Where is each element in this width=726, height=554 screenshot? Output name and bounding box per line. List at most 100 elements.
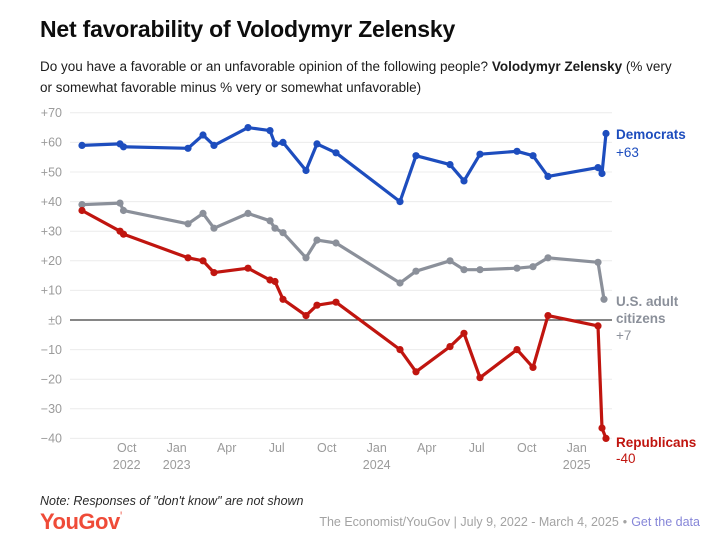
y-axis-tick-label: +40 xyxy=(41,195,62,209)
data-point-us-adult-citizens xyxy=(600,295,608,303)
data-point-us-adult-citizens xyxy=(446,257,454,265)
data-point-democrats xyxy=(199,131,207,139)
y-axis-tick-label: −40 xyxy=(41,432,62,446)
data-point-republicans xyxy=(412,368,420,376)
data-point-democrats xyxy=(119,143,128,151)
data-point-republicans xyxy=(602,434,610,442)
x-axis-tick-year: 2024 xyxy=(363,458,391,472)
y-axis-tick-label: +20 xyxy=(41,254,62,268)
data-point-us-adult-citizens xyxy=(116,199,124,207)
data-point-democrats xyxy=(184,144,192,152)
yougov-logo: YouGov' xyxy=(40,509,123,535)
get-the-data-link[interactable]: Get the data xyxy=(631,515,700,529)
data-point-republicans xyxy=(184,254,192,262)
series-end-label-republicans: Republicans xyxy=(616,435,696,450)
data-point-republicans xyxy=(544,312,552,320)
y-axis-tick-label: +10 xyxy=(41,284,62,298)
data-point-republicans xyxy=(199,257,207,265)
y-axis-tick-label: +50 xyxy=(41,165,62,179)
x-axis-tick-label: Oct xyxy=(317,441,337,455)
data-point-republicans xyxy=(279,295,287,303)
data-point-republicans xyxy=(594,322,602,330)
series-end-label-us-adult-citizens: citizens xyxy=(616,311,666,326)
y-axis-tick-label: +70 xyxy=(41,106,62,120)
data-point-republicans xyxy=(244,264,252,272)
footnote: Note: Responses of "don't know" are not … xyxy=(40,494,304,508)
x-axis-tick-label: Apr xyxy=(217,441,236,455)
data-point-democrats xyxy=(302,166,310,175)
data-point-democrats xyxy=(594,164,602,172)
data-point-democrats xyxy=(476,150,484,158)
data-point-democrats xyxy=(513,147,521,155)
data-point-us-adult-citizens xyxy=(332,239,340,247)
y-axis-tick-label: +30 xyxy=(41,225,62,239)
data-point-republicans xyxy=(313,301,321,309)
data-point-republicans xyxy=(446,343,454,351)
x-axis-tick-label: Jan xyxy=(367,441,387,455)
line-us-adult-citizens xyxy=(80,201,606,301)
data-point-republicans xyxy=(78,206,86,215)
data-point-us-adult-citizens xyxy=(313,236,321,244)
chart-subtitle: Do you have a favorable or an unfavorabl… xyxy=(40,56,704,98)
data-point-democrats xyxy=(279,138,287,146)
subtitle-subject: Volodymyr Zelensky xyxy=(491,59,623,74)
yougov-logo-text: YouGov xyxy=(40,509,120,534)
data-point-democrats xyxy=(446,161,454,169)
x-axis-tick-label: Jan xyxy=(567,441,587,455)
subtitle-tail: (% very xyxy=(622,59,672,74)
data-point-democrats xyxy=(244,124,252,132)
subtitle-lead: Do you have a favorable or an unfavorabl… xyxy=(40,59,492,74)
data-point-us-adult-citizens xyxy=(199,209,207,217)
x-axis-tick-year: 2023 xyxy=(163,458,191,472)
x-axis-tick-year: 2022 xyxy=(113,458,141,472)
y-axis-tick-label: −30 xyxy=(41,402,62,416)
y-axis-tick-label: −20 xyxy=(41,373,62,387)
x-axis-tick-label: Apr xyxy=(417,441,436,455)
data-point-republicans xyxy=(476,374,484,382)
line-chart: +70 +60 +50 +40 +30 +20 +10 ±0 −10 −20 −30 −40 Oct 20… xyxy=(0,100,726,490)
data-point-republicans xyxy=(119,230,128,238)
data-point-democrats xyxy=(271,140,279,148)
data-point-republicans xyxy=(332,298,340,306)
data-point-us-adult-citizens xyxy=(184,220,192,228)
chart-title: Net favorability of Volodymyr Zelensky xyxy=(40,16,456,42)
data-point-us-adult-citizens xyxy=(271,224,279,232)
line-republicans xyxy=(80,208,608,440)
data-point-us-adult-citizens xyxy=(412,267,420,275)
data-point-democrats xyxy=(460,177,468,185)
data-point-republicans xyxy=(396,346,404,354)
series-end-value-us-adult-citizens: +7 xyxy=(616,328,631,343)
data-point-us-adult-citizens xyxy=(119,206,128,215)
x-axis-tick-label: Jul xyxy=(469,441,485,455)
data-point-us-adult-citizens xyxy=(279,229,287,237)
data-point-us-adult-citizens xyxy=(302,254,310,262)
x-axis-tick-label: Oct xyxy=(517,441,537,455)
data-point-democrats xyxy=(602,129,610,138)
source-text: The Economist/YouGov | July 9, 2022 - Ma… xyxy=(319,515,619,529)
series-end-label-us-adult-citizens: U.S. adult xyxy=(616,294,679,309)
data-point-democrats xyxy=(266,127,274,135)
series-end-label-democrats: Democrats xyxy=(616,127,686,142)
line-democrats xyxy=(80,126,608,204)
data-point-republicans xyxy=(271,277,279,286)
data-point-us-adult-citizens xyxy=(513,264,521,272)
data-point-us-adult-citizens xyxy=(266,217,274,225)
data-point-us-adult-citizens xyxy=(476,266,484,274)
data-point-democrats xyxy=(332,149,340,157)
data-point-democrats xyxy=(544,172,552,180)
data-point-republicans xyxy=(598,424,606,432)
data-point-democrats xyxy=(313,140,321,148)
y-axis-tick-label: ±0 xyxy=(48,313,62,327)
data-point-us-adult-citizens xyxy=(460,266,468,274)
data-point-us-adult-citizens xyxy=(210,224,218,232)
data-point-republicans xyxy=(210,269,218,277)
data-point-republicans xyxy=(460,329,468,337)
data-point-democrats xyxy=(78,141,86,149)
chart-svg: +70 +60 +50 +40 +30 +20 +10 ±0 −10 −20 −30 −40 Oct 20… xyxy=(41,106,697,472)
data-point-us-adult-citizens xyxy=(396,279,404,287)
y-axis-tick-label: −10 xyxy=(41,343,62,357)
data-point-republicans xyxy=(529,363,537,371)
data-point-us-adult-citizens xyxy=(529,263,537,271)
data-point-us-adult-citizens xyxy=(78,201,86,209)
